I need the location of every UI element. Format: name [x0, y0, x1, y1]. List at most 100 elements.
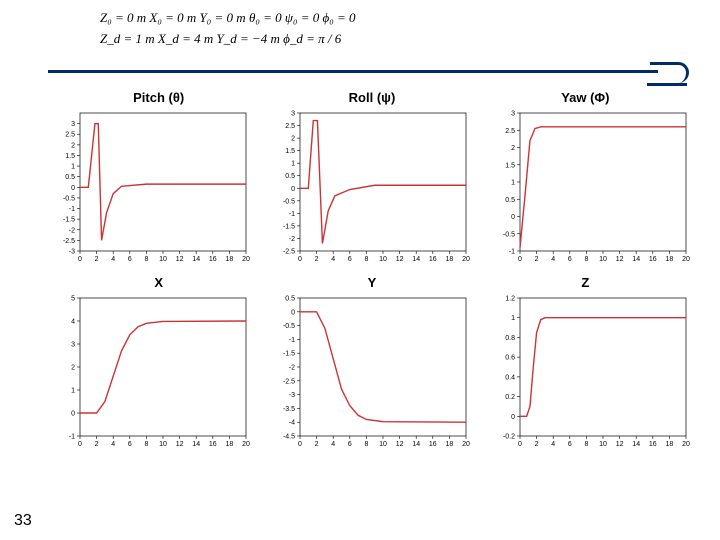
svg-text:-2: -2	[289, 236, 295, 243]
chart-title-roll: Roll (ψ)	[272, 90, 472, 105]
svg-text:14: 14	[412, 256, 420, 263]
chart-title-y: Y	[272, 275, 472, 290]
chart-title-pitch: Pitch (θ)	[59, 90, 259, 105]
title-underline	[48, 70, 658, 73]
svg-text:-4: -4	[289, 420, 295, 427]
svg-text:-2.5: -2.5	[283, 249, 295, 256]
chart-titles-row-1: Pitch (θ) Roll (ψ) Yaw (Φ)	[52, 90, 692, 105]
svg-text:0.5: 0.5	[285, 173, 295, 180]
svg-text:8: 8	[144, 256, 148, 263]
svg-text:10: 10	[379, 256, 387, 263]
svg-text:0: 0	[71, 185, 75, 192]
svg-text:-4.5: -4.5	[283, 434, 295, 441]
svg-text:3: 3	[291, 111, 295, 118]
svg-text:-1.5: -1.5	[283, 351, 295, 358]
svg-text:0: 0	[71, 411, 75, 418]
svg-text:10: 10	[159, 441, 167, 448]
svg-text:12: 12	[616, 441, 624, 448]
svg-text:12: 12	[176, 441, 184, 448]
svg-text:4: 4	[71, 319, 75, 326]
svg-text:4: 4	[111, 441, 115, 448]
svg-text:10: 10	[379, 441, 387, 448]
chart-titles-row-2: X Y Z	[52, 275, 692, 290]
svg-text:0.5: 0.5	[65, 174, 75, 181]
svg-text:0: 0	[298, 256, 302, 263]
chart-title-z: Z	[485, 275, 685, 290]
svg-text:5: 5	[71, 296, 75, 303]
svg-text:20: 20	[242, 256, 250, 263]
slide-number: 33	[14, 512, 32, 530]
svg-text:14: 14	[632, 256, 640, 263]
svg-text:8: 8	[144, 441, 148, 448]
svg-text:18: 18	[666, 256, 674, 263]
svg-text:0: 0	[518, 441, 522, 448]
svg-text:14: 14	[632, 441, 640, 448]
chart-title-yaw: Yaw (Φ)	[485, 90, 685, 105]
svg-text:-0.5: -0.5	[63, 195, 75, 202]
svg-text:2.5: 2.5	[285, 123, 295, 130]
svg-text:1.2: 1.2	[505, 296, 515, 303]
chart-row-1: 02468101214161820-3-2.5-2-1.5-1-0.500.51…	[52, 107, 692, 267]
svg-text:20: 20	[682, 441, 690, 448]
svg-text:0: 0	[298, 441, 302, 448]
svg-text:18: 18	[446, 256, 454, 263]
svg-text:1: 1	[71, 164, 75, 171]
svg-text:16: 16	[429, 441, 437, 448]
svg-text:14: 14	[412, 441, 420, 448]
svg-text:-0.5: -0.5	[503, 231, 515, 238]
svg-text:1.5: 1.5	[285, 148, 295, 155]
svg-text:2.5: 2.5	[65, 132, 75, 139]
svg-text:16: 16	[429, 256, 437, 263]
svg-text:-1: -1	[289, 337, 295, 344]
svg-text:2: 2	[315, 441, 319, 448]
svg-text:2: 2	[95, 441, 99, 448]
svg-text:0: 0	[511, 414, 515, 421]
chart-y: 02468101214161820-4.5-4-3.5-3-2.5-2-1.5-…	[272, 292, 472, 452]
svg-text:3: 3	[71, 121, 75, 128]
svg-text:18: 18	[666, 441, 674, 448]
svg-text:-1.5: -1.5	[283, 223, 295, 230]
svg-text:0.6: 0.6	[505, 355, 515, 362]
svg-text:6: 6	[348, 256, 352, 263]
svg-text:0: 0	[518, 256, 522, 263]
svg-text:2: 2	[511, 145, 515, 152]
svg-text:16: 16	[649, 441, 657, 448]
equation-line-2: Z_d = 1 m X_d = 4 m Y_d = −4 m ϕ_d = π /…	[100, 29, 356, 50]
svg-text:-1: -1	[69, 206, 75, 213]
svg-text:0: 0	[291, 309, 295, 316]
svg-text:2: 2	[71, 365, 75, 372]
svg-text:-1.5: -1.5	[63, 217, 75, 224]
chart-title-x: X	[59, 275, 259, 290]
chart-x: 02468101214161820-1012345	[52, 292, 252, 452]
svg-text:1: 1	[511, 315, 515, 322]
svg-text:-2.5: -2.5	[63, 238, 75, 245]
svg-text:18: 18	[226, 256, 234, 263]
svg-text:12: 12	[616, 256, 624, 263]
svg-text:20: 20	[242, 441, 250, 448]
svg-text:0.4: 0.4	[505, 374, 515, 381]
svg-text:4: 4	[551, 256, 555, 263]
svg-text:-0.2: -0.2	[503, 434, 515, 441]
svg-text:10: 10	[599, 441, 607, 448]
svg-text:8: 8	[364, 441, 368, 448]
svg-text:1: 1	[71, 388, 75, 395]
svg-text:3: 3	[511, 111, 515, 118]
svg-text:2.5: 2.5	[505, 128, 515, 135]
chart-z: 02468101214161820-0.200.20.40.60.811.2	[492, 292, 692, 452]
svg-text:0: 0	[511, 214, 515, 221]
svg-text:3: 3	[71, 342, 75, 349]
svg-text:16: 16	[209, 256, 217, 263]
svg-text:6: 6	[128, 441, 132, 448]
svg-text:18: 18	[446, 441, 454, 448]
svg-text:8: 8	[584, 441, 588, 448]
svg-text:4: 4	[331, 441, 335, 448]
svg-text:0.5: 0.5	[285, 296, 295, 303]
svg-text:12: 12	[396, 441, 404, 448]
svg-text:-3: -3	[289, 392, 295, 399]
svg-text:-0.5: -0.5	[283, 198, 295, 205]
chart-yaw: 02468101214161820-1-0.500.511.522.53	[492, 107, 692, 267]
svg-text:1.5: 1.5	[505, 162, 515, 169]
svg-text:20: 20	[462, 256, 470, 263]
svg-text:10: 10	[599, 256, 607, 263]
initial-conditions-equations: Z₀ = 0 m X₀ = 0 m Y₀ = 0 m θ₀ = 0 ψ₀ = 0…	[100, 8, 356, 50]
